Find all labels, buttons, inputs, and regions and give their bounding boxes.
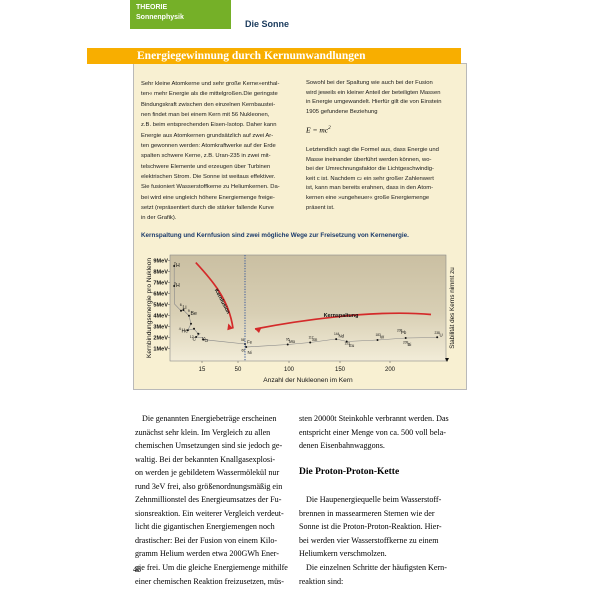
svg-text:208: 208 — [397, 329, 403, 333]
svg-text:Li: Li — [183, 305, 187, 311]
svg-text:7MeV: 7MeV — [153, 281, 168, 287]
svg-text:50: 50 — [235, 367, 242, 373]
svg-text:Ni: Ni — [248, 350, 252, 355]
svg-text:1MeV: 1MeV — [153, 347, 168, 353]
svg-text:8MeV: 8MeV — [153, 270, 168, 276]
svg-text:6: 6 — [180, 303, 182, 307]
svg-text:U: U — [440, 333, 443, 338]
svg-text:Stabilität des Kerns nimmt zu: Stabilität des Kerns nimmt zu — [449, 267, 455, 349]
svg-text:9MeV: 9MeV — [153, 259, 168, 265]
svg-text:4: 4 — [179, 327, 181, 331]
svg-text:144: 144 — [334, 332, 340, 336]
svg-text:Kernbindungsenergie pro Nukleo: Kernbindungsenergie pro Nukleon — [146, 258, 153, 358]
svg-text:209: 209 — [403, 341, 409, 345]
svg-text:100: 100 — [284, 367, 295, 373]
svg-text:238: 238 — [435, 331, 441, 335]
svg-text:6MeV: 6MeV — [153, 292, 168, 298]
svg-text:Anzahl der Nukleonen im Kern: Anzahl der Nukleonen im Kern — [263, 377, 353, 384]
svg-text:3: 3 — [174, 282, 176, 286]
svg-text:117: 117 — [309, 336, 314, 340]
svg-text:153: 153 — [345, 342, 351, 346]
svg-text:150: 150 — [335, 367, 346, 373]
svg-text:H: H — [176, 263, 180, 269]
svg-text:200: 200 — [385, 367, 396, 373]
svg-text:Kernspaltung: Kernspaltung — [324, 313, 359, 319]
svg-text:2MeV: 2MeV — [153, 336, 168, 342]
svg-text:95: 95 — [286, 338, 290, 342]
svg-text:3MeV: 3MeV — [153, 325, 168, 331]
svg-text:Eu: Eu — [349, 343, 355, 348]
svg-text:4MeV: 4MeV — [153, 314, 168, 320]
svg-text:2: 2 — [174, 262, 176, 266]
svg-text:Nd: Nd — [339, 334, 345, 339]
svg-text:Mo: Mo — [289, 339, 296, 344]
svg-text:56: 56 — [241, 338, 245, 342]
svg-text:Be: Be — [191, 311, 197, 317]
svg-text:16: 16 — [202, 337, 206, 341]
svg-text:15: 15 — [199, 367, 206, 373]
svg-text:183: 183 — [376, 333, 382, 337]
svg-text:Fe: Fe — [247, 340, 253, 345]
svg-text:5MeV: 5MeV — [153, 303, 168, 309]
svg-text:H: H — [176, 283, 180, 289]
svg-text:He: He — [182, 329, 189, 335]
svg-text:12: 12 — [190, 335, 194, 339]
svg-text:9: 9 — [188, 309, 190, 313]
